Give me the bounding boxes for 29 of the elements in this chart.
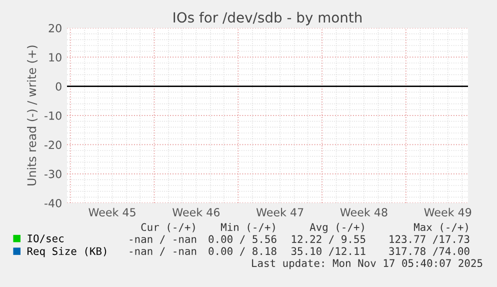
legend-label: IO/sec: [28, 234, 64, 244]
y-tick-label: 20: [48, 24, 62, 32]
y-tick-label: -30: [44, 170, 62, 178]
y-tick-label: -20: [44, 140, 62, 150]
text: Cur (-/+): [141, 223, 195, 232]
text: 317.78 /74.00: [389, 247, 470, 256]
text: 123.77 /17.73: [390, 235, 470, 244]
text: Avg (-/+): [310, 222, 364, 234]
text: 35.10 /12.11: [291, 247, 366, 256]
chart-title: IOs for /dev/sdb - by month: [174, 12, 362, 26]
text: Max (-/+): [414, 223, 468, 232]
x-tick-label: Week 48: [340, 208, 388, 216]
text: 0.00 / 5.56: [208, 235, 276, 244]
y-tick-label: -10: [44, 111, 62, 120]
text: -nan / -nan: [130, 235, 196, 244]
x-tick-label: Week 49: [424, 208, 472, 216]
y-tick-label: 10: [49, 53, 62, 62]
text: 12.22 / 9.55: [292, 235, 366, 244]
x-tick-label: Week 46: [172, 208, 220, 216]
legend-label: Req Size (KB): [27, 247, 106, 258]
x-tick-label: Week 47: [256, 208, 304, 216]
text: Min (-/+): [220, 222, 275, 232]
y-tick-label: 0: [56, 82, 62, 91]
text: Last update: Mon Nov 17 05:40:07 2025: [252, 258, 482, 270]
text: -nan / -nan: [130, 247, 196, 256]
y-axis-title: Units read (-) / write (+): [27, 46, 38, 186]
x-tick-label: Week 45: [88, 208, 136, 216]
text: 0.00 / 8.18: [208, 247, 276, 256]
y-tick-label: -40: [44, 198, 62, 208]
